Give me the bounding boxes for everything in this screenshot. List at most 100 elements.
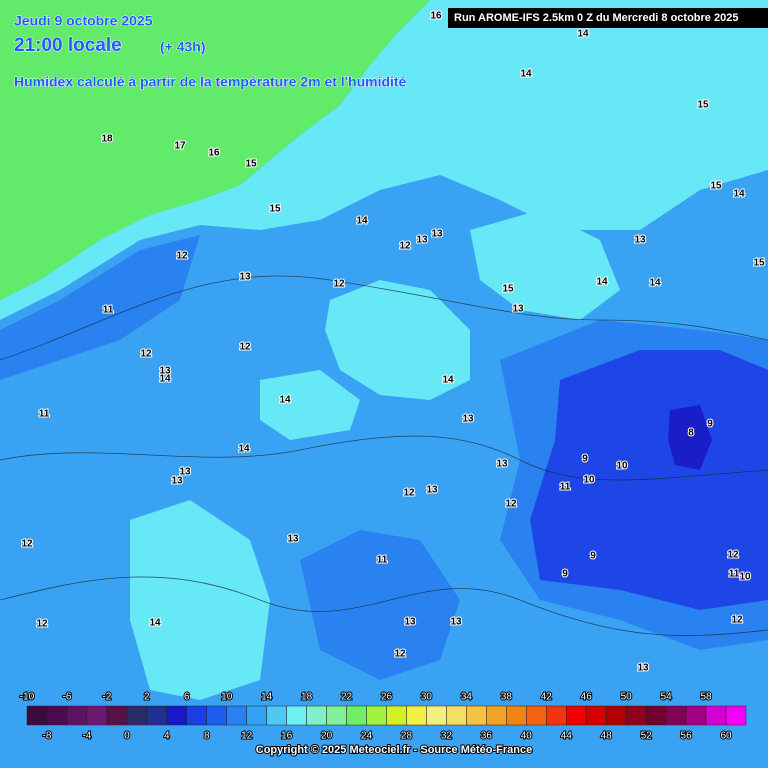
contour-label: 14 — [649, 278, 661, 289]
header-subtitle: Humidex calculé à partir de la températu… — [14, 74, 407, 90]
contour-label: 13 — [179, 467, 191, 478]
colorbar-swatch — [246, 705, 267, 726]
colorbar-top-label: -2 — [102, 692, 111, 703]
colorbar-swatch — [665, 705, 687, 726]
colorbar-top-label: 10 — [221, 692, 233, 703]
colorbar-bottom-label: 28 — [401, 731, 413, 742]
colorbar-swatch — [585, 705, 607, 726]
colorbar-swatch — [366, 705, 387, 726]
colorbar-top-label: 38 — [501, 692, 513, 703]
contour-label: 13 — [450, 617, 462, 628]
contour-label: 13 — [404, 617, 416, 628]
copyright: Copyright © 2025 Meteociel.fr - Source M… — [256, 744, 532, 756]
contour-label: 13 — [171, 476, 183, 487]
contour-label: 14 — [279, 395, 291, 406]
contour-label: 15 — [710, 181, 722, 192]
colorbar-swatch — [46, 705, 68, 726]
run-box — [448, 8, 768, 28]
contour-label: 15 — [697, 100, 709, 111]
contour-label: 14 — [159, 374, 171, 385]
contour-label: 13 — [239, 272, 251, 283]
colorbar-swatch — [66, 705, 88, 726]
contour-label: 13 — [426, 485, 438, 496]
contour-label: 12 — [399, 241, 411, 252]
colorbar-swatch — [625, 705, 647, 726]
colorbar-swatch — [725, 705, 747, 726]
contour-label: 11 — [560, 482, 571, 493]
colorbar-swatch — [426, 705, 447, 726]
contour-label: 11 — [103, 305, 114, 316]
contour-line — [0, 576, 768, 636]
contour-label: 12 — [239, 342, 251, 353]
colorbar-bottom-label: 48 — [601, 731, 613, 742]
colorbar-swatch — [446, 705, 467, 726]
colorbar-swatch — [206, 705, 227, 726]
colorbar-swatch — [566, 705, 587, 726]
contour-label: 17 — [174, 141, 186, 152]
colorbar-bottom-label: 24 — [361, 731, 373, 742]
colorbar-swatch — [705, 705, 727, 726]
colorbar-swatch — [286, 705, 307, 726]
contour-label: 12 — [21, 539, 33, 550]
contour-label: 15 — [269, 204, 281, 215]
colorbar-top-label: 54 — [661, 692, 673, 703]
contour-label: 8 — [688, 428, 694, 439]
colorbar-swatch — [306, 705, 327, 726]
contour-label: 15 — [502, 284, 514, 295]
colorbar-top-label: -6 — [62, 692, 71, 703]
colorbar-swatch — [466, 705, 487, 726]
contour-label: 13 — [637, 663, 649, 674]
contour-label: 13 — [159, 366, 171, 377]
contour-label: 9 — [582, 454, 588, 465]
contour-label: 13 — [416, 235, 428, 246]
colorbar-top-label: 30 — [421, 692, 433, 703]
light-region — [0, 0, 768, 320]
contour-label: 14 — [356, 216, 368, 227]
colorbar-swatch — [386, 705, 407, 726]
contour-label: 12 — [403, 488, 415, 499]
colorbar-bottom-label: -4 — [82, 731, 91, 742]
colorbar-swatch — [166, 705, 188, 726]
colorbar-swatch — [605, 705, 627, 726]
colorbar-bottom-label: 0 — [124, 731, 130, 742]
mid-region — [0, 235, 200, 380]
contour-line — [0, 435, 768, 481]
colorbar-bottom-label: 20 — [321, 731, 333, 742]
contour-label: 12 — [140, 349, 152, 360]
light-region — [470, 210, 620, 320]
contour-label: 9 — [562, 569, 568, 580]
contour-label: 12 — [505, 499, 517, 510]
contour-label: 16 — [430, 11, 442, 22]
colorbar-swatch — [86, 705, 108, 726]
contour-label: 14 — [733, 189, 745, 200]
mid-region — [300, 530, 460, 680]
darkest-region — [668, 405, 712, 470]
colorbar-top-label: 50 — [621, 692, 633, 703]
colorbar-bottom-label: 56 — [681, 731, 693, 742]
run-label: Run AROME-IFS 2.5km 0 Z du Mercredi 8 oc… — [454, 12, 738, 24]
contour-label: 11 — [39, 409, 50, 420]
colorbar-top-label: 34 — [461, 692, 473, 703]
contour-label: 9 — [707, 419, 713, 430]
colorbar-swatch — [226, 705, 247, 726]
contour-label: 14 — [238, 444, 250, 455]
colorbar-swatch — [645, 705, 667, 726]
contour-label: 10 — [583, 475, 595, 486]
contour-label: 12 — [727, 550, 739, 561]
contour-label: 11 — [729, 569, 740, 580]
contour-label: 14 — [596, 277, 608, 288]
colorbar-swatch — [346, 705, 367, 726]
colorbar-swatch — [266, 705, 287, 726]
header-date: Jeudi 9 octobre 2025 — [14, 13, 153, 29]
colorbar-top-label: 42 — [541, 692, 553, 703]
colorbar-swatch — [546, 705, 567, 726]
contour-label: 13 — [462, 414, 474, 425]
contour-label: 14 — [149, 618, 161, 629]
colorbar-top-label: -10 — [20, 692, 35, 703]
colorbar-swatch — [526, 705, 547, 726]
contour-label: 12 — [176, 251, 188, 262]
colorbar-swatch — [406, 705, 427, 726]
contour-label: 18 — [101, 134, 113, 145]
colorbar-swatch — [186, 705, 207, 726]
